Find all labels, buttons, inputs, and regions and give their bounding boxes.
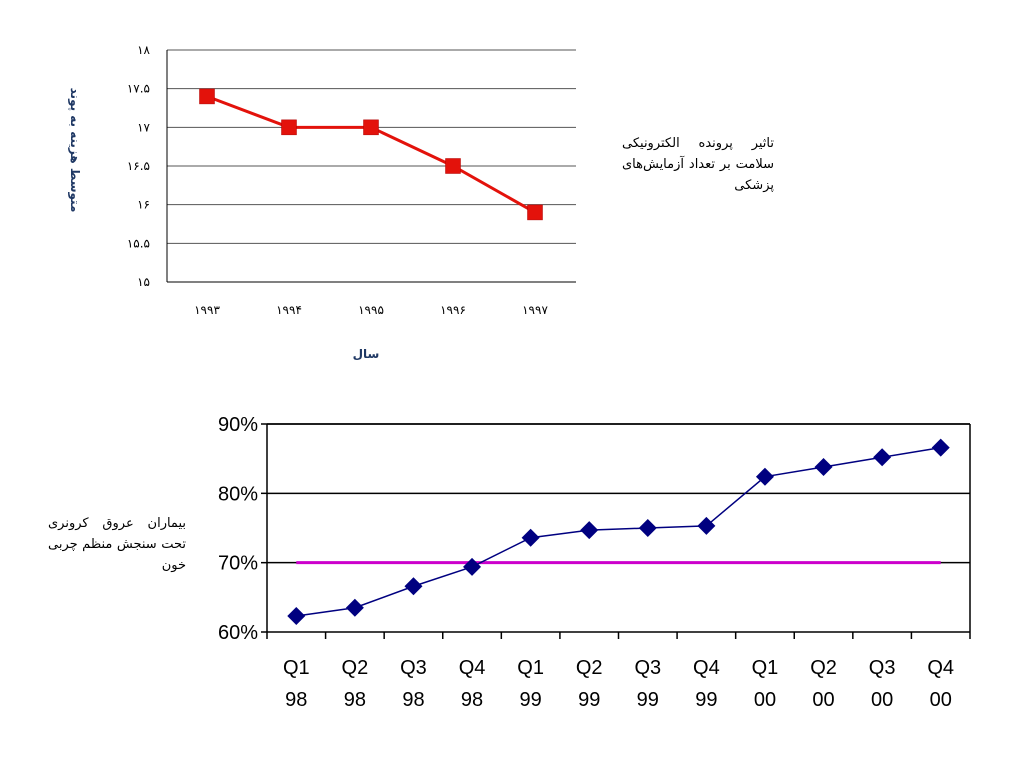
chart-1-x-tick-label: ۱۹۹۷ [522,303,548,317]
chart-1-y-tick-label: ۱۵.۵ [127,236,150,250]
chart-1-y-tick-label: ۱۵ [137,275,150,289]
chart-2-y-tick-label: 70% [218,553,258,575]
chart-2-data-point [404,577,423,596]
chart-2-data-point [580,521,599,540]
chart-1-x-tick-label: ۱۹۹۵ [358,303,384,317]
chart-1-y-tick-label: ۱۶ [137,198,150,212]
chart-2-y-tick-label: 90% [218,414,258,436]
chart-1-x-axis-label: سال [353,347,380,361]
chart-2-caption: بیماران عروق کرونری تحت سنجش منظم چربی خ… [48,516,186,573]
chart-2-x-tick-label: Q1 00 [752,657,779,711]
chart-1-y-tick-label: ۱۸ [137,43,150,57]
chart-2-x-tick-label: Q1 98 [283,657,310,711]
chart-2-x-tick-label: Q2 99 [576,657,603,711]
chart-2-data-point [755,467,774,486]
chart-1-y-tick-label: ۱۷.۵ [127,82,150,96]
chart-1-caption: تاثیر پرونده الکترونیکی سلامت بر تعداد آ… [622,136,774,193]
chart-1-data-point [445,158,461,174]
chart-1-data-point [281,119,297,136]
chart-2-x-tick-label: Q2 98 [342,657,369,711]
chart-2-x-tick-label: Q1 99 [517,657,544,711]
chart-1-data-point [199,88,215,105]
chart-1-line-cost: ۱۵ ۱۵.۵ ۱۶ ۱۶.۵ ۱۷ ۱۷.۵ ۱۸ ۱۹۹۳ ۱۹۹۴ ۱۹۹۵ ۱۹۹۶ ۱۹۹۷… [67,43,576,361]
chart-2-x-tick-label: Q4 98 [459,657,486,711]
chart-2-y-tick-label: 80% [218,483,258,505]
chart-1-y-axis-label: متوسط هزینه به پوند [67,88,82,213]
chart-2-x-tick-label: Q4 00 [927,657,954,711]
chart-1-x-tick-label: ۱۹۹۴ [276,303,302,317]
chart-1-y-tick-label: ۱۶.۵ [127,159,150,173]
chart-2-data-point [463,557,482,576]
chart-1-data-point [363,119,379,136]
chart-1-x-tick-label: ۱۹۹۶ [440,303,466,317]
chart-2-data-point [873,448,892,467]
chart-2-x-tick-label: Q3 98 [400,657,427,711]
chart-2-y-tick-label: 60% [218,622,258,644]
chart-2-x-tick-label: Q3 00 [869,657,896,711]
chart-1-series-line [206,94,536,214]
chart-2-x-tick-label: Q3 99 [634,657,661,711]
chart-2-data-point [697,516,716,535]
chart-2-line-coronary: 60% 70% 80% 90% Q1 98 Q2 98 Q3 98 Q4 98 Q1 99 Q2 99 Q3 99… [218,414,971,711]
chart-2-data-point [931,438,950,457]
chart-2-data-point [345,598,364,617]
chart-1-x-tick-label: ۱۹۹۳ [194,303,220,317]
chart-1-y-tick-label: ۱۷ [137,120,150,134]
chart-2-data-point [287,607,306,626]
chart-2-series-line [296,446,941,617]
chart-2-data-point [814,457,833,476]
chart-2-x-tick-label: Q2 00 [810,657,837,711]
chart-2-data-point [521,528,540,547]
chart-2-data-point [638,519,657,537]
chart-1-data-point [527,204,543,221]
chart-2-x-tick-label: Q4 99 [693,657,720,711]
